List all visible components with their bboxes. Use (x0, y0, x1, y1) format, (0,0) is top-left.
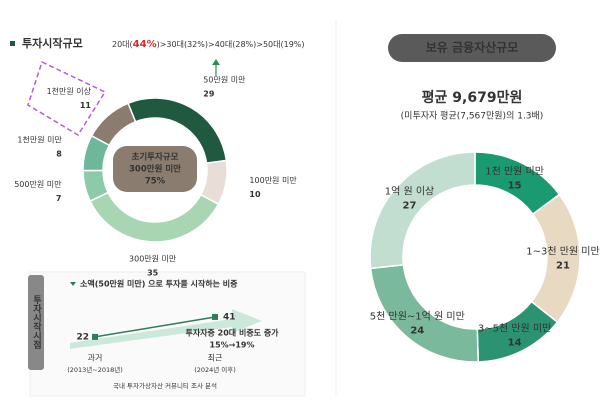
age-ranking: 20대(44%)>30대(32%)>40대(28%)>50대(19%) (112, 39, 305, 50)
segment-value: 15 (508, 180, 522, 191)
annotation: 투자자중 20대 비중도 증가 (185, 328, 279, 338)
segment-value: 7 (56, 194, 62, 203)
title-diamond (70, 282, 76, 286)
segment-label: 500만원 미만 (14, 180, 62, 189)
point (212, 313, 218, 320)
donut-segment (90, 102, 137, 147)
segment-label: 50만원 미만 (203, 76, 246, 85)
trend-arrow (70, 308, 262, 349)
center-text: 300만원 미만 (129, 164, 181, 175)
left-title: 투자시작규모 (22, 36, 83, 50)
donut-segment (369, 151, 476, 270)
center-text: 75% (145, 177, 166, 187)
x-note: (2013년~2018년) (67, 365, 123, 374)
mini-title: 소액(50만원 미만) 으로 투자를 시작하는 비중 (80, 279, 238, 289)
ranking-part: 20대( (112, 40, 133, 49)
title-bullet (10, 41, 15, 46)
segment-value: 10 (249, 190, 261, 199)
segment-label: 300만원 미만 (129, 254, 177, 263)
segment-value: 14 (508, 338, 522, 349)
right-title-pill (388, 34, 556, 62)
segment-value: 8 (56, 149, 62, 158)
center-badge (113, 146, 197, 192)
segment-value: 21 (556, 260, 570, 271)
point-value: 41 (223, 312, 236, 322)
annotation: 15%→19% (210, 341, 255, 350)
center-text: 초기투자규모 (132, 152, 179, 163)
segment-label: 3~5천 만원 미만 (478, 323, 551, 335)
point (92, 333, 98, 340)
source: 국내 투자가상자산 커뮤니티 조사 분석 (113, 381, 217, 390)
x-note: (2024년 이후) (194, 365, 236, 374)
segment-label: 100만원 미만 (249, 176, 297, 185)
segment-label: 1~3천 만원 미만 (526, 245, 599, 257)
highlight-box (27, 60, 107, 137)
point-value: 22 (76, 332, 89, 342)
x-label: 과거 (88, 354, 103, 363)
x-label: 최근 (208, 353, 223, 363)
segment-value: 11 (80, 101, 92, 110)
segment-value: 24 (410, 325, 424, 336)
segment-label: 1억 원 이상 (385, 185, 435, 197)
segment-value: 35 (147, 268, 159, 277)
segment-label: 5천 만원~1억 원 미만 (370, 310, 465, 322)
side-label-box (28, 275, 44, 370)
average-note: (미투자자 평균(7,567만원)의 1.3배) (401, 111, 544, 122)
segment-value: 29 (203, 90, 215, 99)
right-title: 보유 금융자산규모 (426, 40, 519, 55)
ranking-part: )>30대(32%)>40대(28%)>50대(19%) (157, 40, 305, 49)
average: 평균 9,679만원 (422, 89, 523, 106)
segment-label: 1천만원 미만 (17, 134, 62, 144)
segment-label: 1천 만원 미만 (485, 165, 544, 177)
segment-value: 27 (403, 200, 417, 211)
trend-line (94, 316, 216, 338)
up-arrow-head (212, 59, 220, 65)
segment-label: 1천만원 이상 (47, 86, 92, 96)
ranking-highlight: 44% (133, 39, 157, 50)
side-label: 투자시작시점 (31, 295, 41, 350)
